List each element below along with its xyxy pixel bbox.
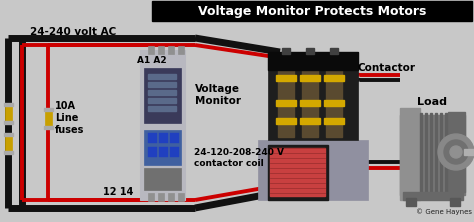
Bar: [403, 192, 463, 200]
Bar: [258, 140, 368, 200]
Bar: [45, 110, 52, 126]
Bar: [306, 48, 314, 54]
Bar: [282, 48, 290, 54]
Bar: [148, 90, 176, 95]
Bar: [278, 55, 294, 137]
Circle shape: [438, 134, 474, 170]
Text: Voltage Monitor Protects Motors: Voltage Monitor Protects Motors: [198, 4, 426, 18]
Bar: [178, 193, 184, 201]
Bar: [158, 46, 164, 54]
Bar: [420, 113, 422, 195]
Bar: [302, 55, 318, 137]
Text: 12 14: 12 14: [103, 187, 133, 197]
Bar: [148, 46, 154, 54]
Polygon shape: [400, 108, 420, 200]
Bar: [168, 193, 174, 201]
Polygon shape: [400, 115, 465, 195]
Bar: [148, 147, 157, 157]
Bar: [4, 121, 13, 124]
Text: A1 A2: A1 A2: [137, 56, 167, 65]
Text: 24-120-208-240 V
contactor coil: 24-120-208-240 V contactor coil: [194, 148, 284, 168]
Bar: [148, 74, 176, 79]
Text: 24-240 volt AC: 24-240 volt AC: [30, 27, 116, 37]
Bar: [5, 135, 12, 151]
Text: Voltage
Monitor: Voltage Monitor: [195, 84, 241, 106]
Bar: [324, 118, 344, 124]
Bar: [148, 82, 176, 87]
Bar: [148, 133, 157, 143]
Bar: [326, 55, 342, 137]
Text: Contactor: Contactor: [358, 63, 416, 73]
Bar: [430, 113, 432, 195]
Bar: [276, 100, 296, 106]
Bar: [178, 46, 184, 54]
Bar: [300, 118, 320, 124]
Polygon shape: [448, 112, 465, 192]
Bar: [159, 147, 168, 157]
Bar: [268, 52, 358, 70]
Bar: [435, 113, 437, 195]
Bar: [140, 50, 185, 200]
Bar: [152, 1, 472, 21]
Bar: [4, 103, 13, 106]
Bar: [268, 145, 328, 200]
Bar: [5, 105, 12, 121]
Bar: [324, 75, 344, 81]
Text: 10A
Line
fuses: 10A Line fuses: [55, 101, 84, 135]
Bar: [330, 48, 338, 54]
Bar: [464, 149, 474, 155]
Bar: [406, 198, 416, 206]
Bar: [300, 75, 320, 81]
Bar: [425, 113, 427, 195]
Bar: [144, 130, 181, 165]
Bar: [170, 147, 179, 157]
Bar: [44, 108, 53, 111]
Bar: [440, 113, 442, 195]
Bar: [276, 75, 296, 81]
Bar: [4, 151, 13, 154]
Bar: [276, 118, 296, 124]
Bar: [158, 193, 164, 201]
Bar: [168, 46, 174, 54]
Bar: [159, 133, 168, 143]
Circle shape: [444, 140, 468, 164]
Bar: [148, 193, 154, 201]
Bar: [270, 148, 325, 196]
Bar: [144, 168, 181, 190]
Bar: [450, 198, 460, 206]
Bar: [4, 133, 13, 136]
Bar: [148, 106, 176, 111]
Bar: [324, 100, 344, 106]
Bar: [445, 113, 447, 195]
Bar: [144, 68, 181, 123]
Bar: [300, 100, 320, 106]
Bar: [170, 133, 179, 143]
Bar: [148, 98, 176, 103]
Bar: [44, 126, 53, 129]
Bar: [268, 52, 358, 140]
Circle shape: [450, 146, 462, 158]
Text: © Gene Haynes: © Gene Haynes: [416, 208, 472, 215]
Text: Load: Load: [417, 97, 447, 107]
